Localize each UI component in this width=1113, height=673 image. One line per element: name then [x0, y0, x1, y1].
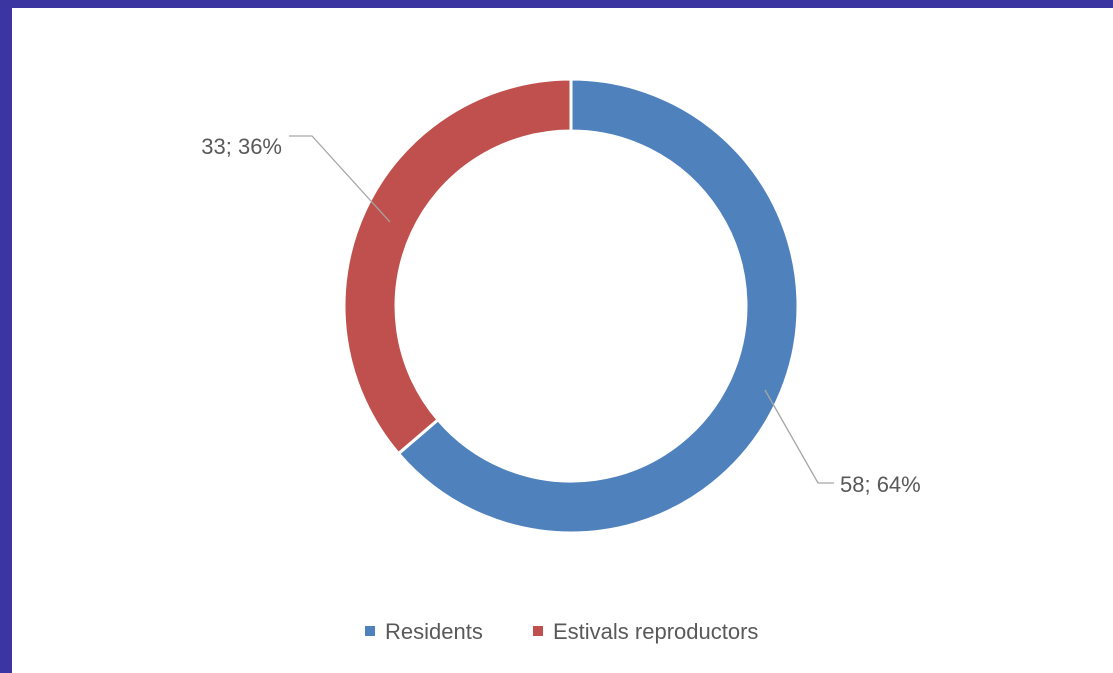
legend-label-residents: Residents: [385, 619, 483, 644]
legend-swatch-residents: [365, 626, 375, 636]
donut-chart: 58; 64% 33; 36% Residents Estivals repro…: [201, 77, 921, 644]
donut-slice-estivals: [342, 77, 573, 456]
data-label-estivals: 33; 36%: [201, 134, 282, 159]
data-label-residents: 58; 64%: [840, 472, 921, 497]
leader-line-estivals: [289, 135, 391, 223]
donut-slices: [342, 77, 800, 535]
legend-swatch-estivals: [533, 626, 543, 636]
chart-frame: 58; 64% 33; 36% Residents Estivals repro…: [12, 8, 1113, 673]
leader-line-residents: [764, 389, 834, 484]
legend: Residents Estivals reproductors: [365, 619, 758, 644]
leader-lines: [289, 135, 834, 484]
donut-slice-residents: [396, 77, 800, 535]
legend-label-estivals: Estivals reproductors: [553, 619, 758, 644]
